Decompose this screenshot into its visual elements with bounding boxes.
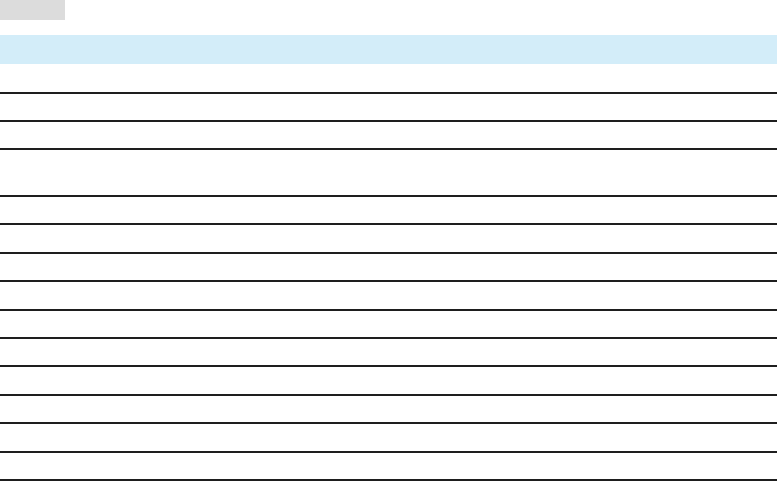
table-row-divider — [0, 365, 777, 367]
table-row-divider — [0, 195, 777, 197]
table-row-divider — [0, 451, 777, 453]
table-header — [0, 35, 777, 64]
loading-placeholder-block — [0, 0, 65, 20]
table-row-divider — [0, 394, 777, 396]
table-row-divider — [0, 92, 777, 94]
table-row-divider — [0, 337, 777, 339]
table-row-divider — [0, 422, 777, 424]
table-row-divider — [0, 148, 777, 150]
table-row-divider — [0, 280, 777, 282]
table-row-divider — [0, 252, 777, 254]
table-row-divider — [0, 223, 777, 225]
table-row-divider — [0, 309, 777, 311]
table-row-divider — [0, 120, 777, 122]
